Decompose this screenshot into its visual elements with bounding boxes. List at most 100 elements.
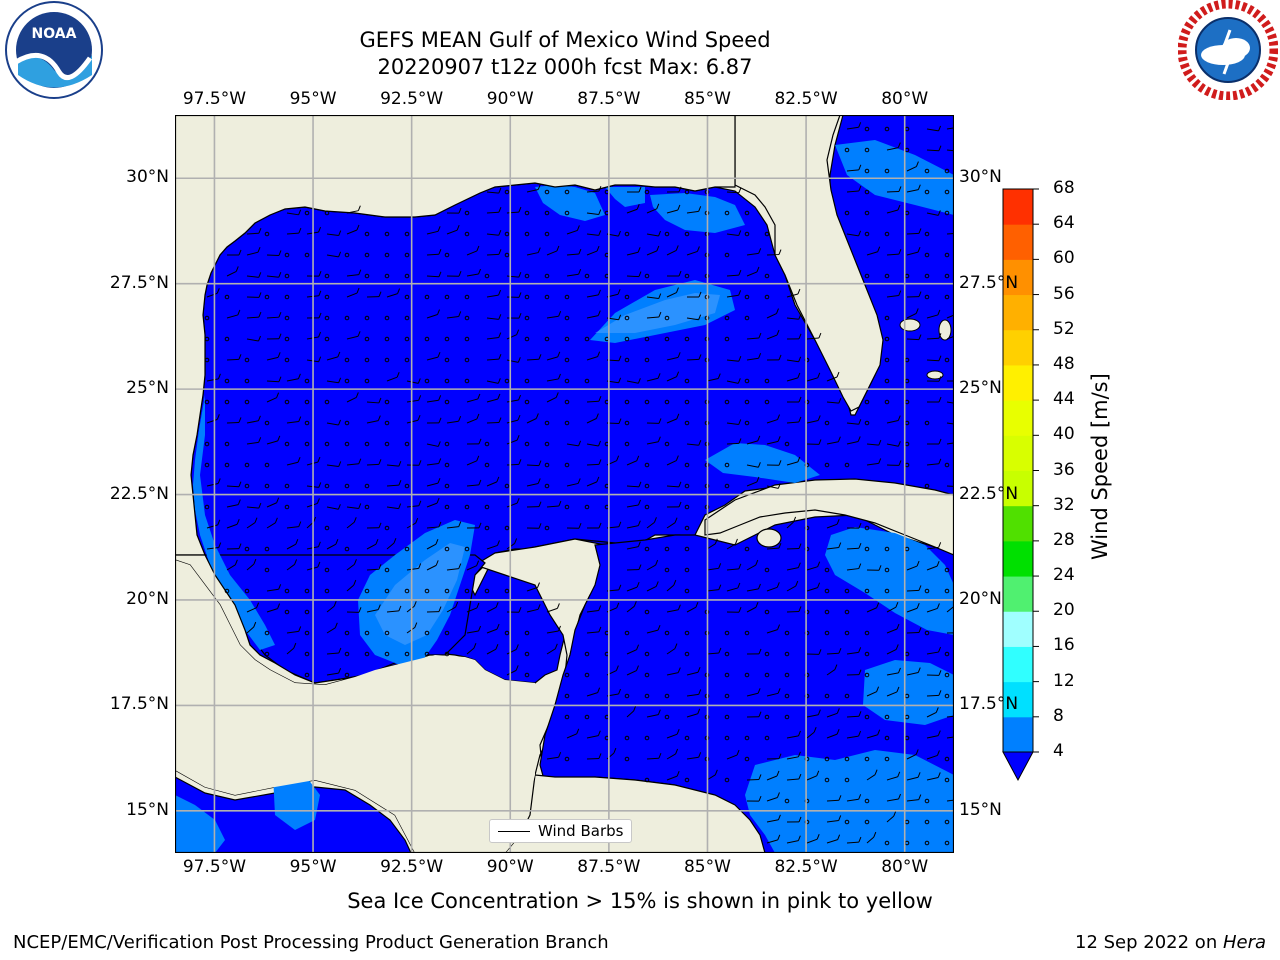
calm-wind-marker [944, 672, 950, 678]
wind-barb [886, 648, 897, 655]
calm-wind-marker [764, 567, 770, 573]
wind-barb [846, 568, 859, 571]
wind-barb-flag [676, 287, 679, 293]
wind-barb-flag [437, 477, 441, 484]
wind-barb-flag [637, 247, 641, 253]
longitude-tick-label: 87.5°W [577, 857, 641, 877]
wind-barb-flag [777, 688, 781, 694]
wind-barb [426, 399, 439, 403]
latitude-tick-label: 17.5°N [959, 694, 1019, 715]
calm-wind-marker [204, 357, 210, 363]
calm-wind-marker [544, 483, 550, 489]
wind-barb-flag [695, 602, 699, 608]
calm-wind-marker [404, 336, 410, 342]
calm-wind-marker [884, 357, 890, 363]
calm-wind-marker [244, 399, 250, 405]
wind-barb-flag [617, 289, 621, 295]
calm-wind-marker [684, 231, 690, 237]
wind-barb [946, 736, 954, 739]
footer-date-text: 12 Sep 2022 on [1075, 932, 1223, 953]
calm-wind-marker [724, 462, 730, 468]
latitude-tick-label: 22.5°N [109, 483, 169, 504]
longitude-tick-label: 90°W [486, 857, 534, 877]
wind-barb-flag [353, 559, 357, 565]
wind-barb-flag [837, 834, 841, 840]
wind-barb [906, 312, 917, 319]
calm-wind-marker [504, 252, 510, 258]
wind-barb-flag [455, 601, 459, 608]
colorbar-tick-label: 48 [1053, 353, 1075, 374]
calm-wind-marker [884, 168, 890, 174]
wind-barb-flag [317, 561, 321, 568]
wind-barb-flag [498, 332, 502, 338]
wind-barb [486, 191, 499, 194]
wind-speed-map [175, 115, 954, 853]
wind-barb-flag [236, 519, 240, 525]
longitude-tick-label: 87.5°W [577, 89, 641, 109]
wind-barb-flag [777, 792, 780, 798]
wind-barb-flag [778, 460, 782, 466]
calm-wind-marker [244, 378, 250, 384]
calm-wind-marker [684, 546, 690, 552]
calm-wind-marker [724, 210, 730, 216]
calm-wind-marker [444, 399, 450, 405]
calm-wind-marker [524, 651, 530, 657]
wind-barb [686, 756, 699, 760]
calm-wind-marker [444, 588, 450, 594]
calm-wind-marker [324, 315, 330, 321]
wind-barb-flag [476, 455, 480, 462]
calm-wind-marker [924, 630, 930, 636]
colorbar-under-extension [1002, 751, 1034, 782]
wind-barb-flag [317, 541, 321, 547]
wind-barb-flag [893, 810, 897, 817]
wind-barb [486, 648, 497, 655]
wind-barb-flag [438, 521, 442, 528]
calm-wind-marker [324, 588, 330, 594]
wind-barb-flag [378, 397, 382, 404]
wind-barb-flag [615, 665, 619, 671]
calm-wind-marker [744, 756, 750, 762]
calm-wind-marker [584, 378, 590, 384]
calm-wind-marker [544, 231, 550, 237]
calm-wind-marker [864, 399, 870, 405]
wind-barb-flag [598, 522, 602, 529]
wind-barb [706, 589, 719, 592]
calm-wind-marker [284, 504, 290, 510]
wind-barb [626, 275, 639, 278]
calm-wind-marker [444, 462, 450, 468]
wind-barb-flag [618, 418, 622, 424]
wind-barb-flag [598, 230, 602, 236]
wind-barb-flag [397, 288, 401, 294]
calm-wind-marker [204, 504, 210, 510]
wind-barb-flag [238, 354, 242, 360]
calm-wind-marker [344, 672, 350, 678]
wind-barb [926, 694, 939, 697]
calm-wind-marker [564, 189, 570, 195]
calm-wind-marker [644, 672, 650, 678]
wind-barb [846, 547, 859, 550]
wind-speed-12-16-regions [375, 293, 720, 645]
wind-barb [326, 672, 339, 676]
wind-barb [466, 607, 478, 613]
wind-barb-flag [458, 521, 462, 527]
wind-barb [386, 542, 395, 550]
wind-barb-flag [917, 184, 921, 190]
calm-wind-marker [664, 693, 670, 699]
wind-barb-flag [938, 396, 942, 403]
colorbar-segment [1003, 400, 1033, 436]
wind-barb-flag [338, 647, 342, 654]
wind-barb [766, 839, 778, 844]
wind-barb [786, 567, 799, 571]
wind-barb [546, 396, 557, 403]
wind-barb-flag [357, 205, 361, 211]
calm-wind-marker [464, 294, 470, 300]
calm-wind-marker [664, 714, 670, 720]
calm-wind-marker [424, 630, 430, 636]
calm-wind-marker [744, 546, 750, 552]
calm-wind-marker [364, 315, 370, 321]
calm-wind-marker [884, 399, 890, 405]
wind-barb-flag [797, 372, 801, 379]
calm-wind-marker [384, 420, 390, 426]
calm-wind-marker [484, 504, 490, 510]
calm-wind-marker [304, 630, 310, 636]
